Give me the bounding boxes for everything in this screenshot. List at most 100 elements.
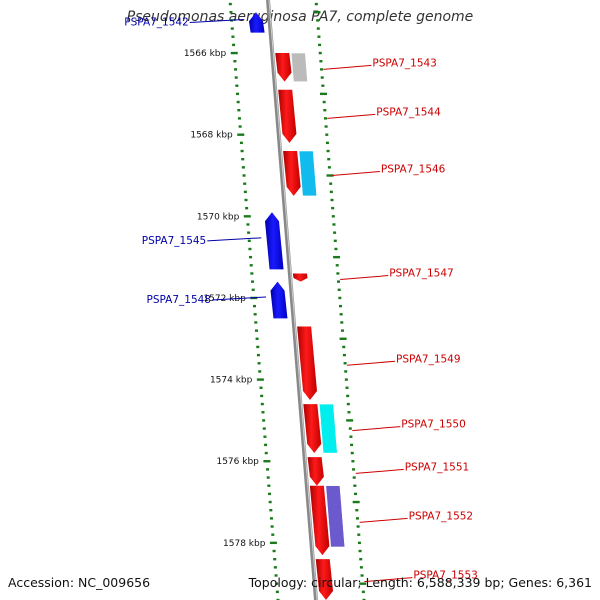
gene-arrow[interactable] xyxy=(307,457,324,486)
scale-tick-left xyxy=(273,566,277,569)
gene-layer xyxy=(248,12,333,600)
gene-label[interactable]: PSPA7_1550 xyxy=(401,419,466,431)
scale-tick-right xyxy=(339,337,347,340)
scale-tick-right xyxy=(360,574,364,577)
scale-tick-left xyxy=(243,215,251,218)
scale-tick-left xyxy=(233,60,237,63)
scale-tick-right xyxy=(320,68,324,71)
scale-tick-right xyxy=(316,27,320,30)
gene-arrow[interactable] xyxy=(303,404,322,454)
gene-arrow[interactable] xyxy=(292,273,308,282)
scale-tick-right xyxy=(355,517,359,520)
scale-tick-left xyxy=(269,509,273,512)
scale-tick-left xyxy=(241,157,245,161)
scale-tick-right xyxy=(336,272,340,275)
scale-tick-left xyxy=(228,2,232,6)
scale-tick-left xyxy=(256,378,264,381)
gene-arrow[interactable] xyxy=(264,212,284,270)
gene-arrow[interactable] xyxy=(309,485,330,556)
gene-arrow[interactable] xyxy=(315,559,333,600)
scale-tick-right xyxy=(333,255,341,259)
scale-tick-left xyxy=(234,76,238,79)
scale-label: 1576 kbp xyxy=(216,457,259,467)
scale-tick-left xyxy=(251,288,255,291)
scale-tick-left xyxy=(237,133,245,136)
scale-tick-right xyxy=(352,476,356,479)
scale-tick-right xyxy=(331,206,335,210)
gene-label[interactable]: PSPA7_1542 xyxy=(124,16,189,28)
gene-label-leader xyxy=(323,64,372,70)
scale-tick-left xyxy=(241,166,245,169)
scale-tick-right xyxy=(355,509,359,512)
gene-label[interactable]: PSPA7_1547 xyxy=(389,268,454,280)
scale-tick-right xyxy=(346,394,350,398)
scale-tick-right xyxy=(325,141,329,145)
scale-tick-right xyxy=(344,370,348,373)
gene-arrow[interactable] xyxy=(278,89,297,143)
scale-tick-right xyxy=(346,402,350,406)
scale-tick-right xyxy=(333,231,337,234)
scale-tick-right xyxy=(352,468,356,471)
scale-tick-left xyxy=(234,68,238,71)
gene-label[interactable]: PSPA7_1544 xyxy=(376,106,441,118)
gene-label[interactable]: PSPA7_1545 xyxy=(142,235,207,247)
scale-tick-right xyxy=(359,566,363,569)
gene-arrow[interactable] xyxy=(275,53,292,82)
scale-tick-right xyxy=(323,109,327,112)
gene-label[interactable]: PSPA7_1551 xyxy=(405,461,470,473)
scale-tick-right xyxy=(332,223,336,226)
scale-tick-left xyxy=(271,533,275,536)
scale-tick-right xyxy=(338,304,342,308)
scale-tick-left xyxy=(237,109,241,112)
gene-arrow[interactable] xyxy=(248,12,265,33)
gene-label[interactable]: PSPA7_1548 xyxy=(147,294,212,306)
cds-feature xyxy=(290,52,308,82)
gene-label[interactable]: PSPA7_1549 xyxy=(396,353,461,365)
gene-label[interactable]: PSPA7_1543 xyxy=(372,57,437,69)
scale-tick-left xyxy=(232,43,236,47)
accession-label: Accession: NC_009656 xyxy=(8,575,151,590)
gene-label-leader xyxy=(359,517,408,523)
topology-label: Topology: circular; Length: 6,588,339 bp… xyxy=(248,575,592,590)
scale-tick-right xyxy=(340,321,344,324)
scale-tick-left xyxy=(270,525,274,528)
scale-tick-left xyxy=(275,582,279,585)
gene-label-leader xyxy=(211,296,267,301)
scale-tick-right xyxy=(333,239,337,243)
gene-arrow[interactable] xyxy=(283,151,301,196)
scale-tick-left xyxy=(245,206,249,210)
scale-tick-right xyxy=(313,11,321,14)
scale-tick-left xyxy=(243,190,247,194)
gene-arrow[interactable] xyxy=(270,281,288,319)
scale-tick-right xyxy=(354,492,358,496)
scale-tick-left xyxy=(247,231,251,234)
scale-tick-right xyxy=(359,557,363,561)
scale-tick-right xyxy=(334,247,338,251)
gene-arrow[interactable] xyxy=(297,326,317,400)
scale-tick-left xyxy=(252,304,256,308)
scale-tick-left xyxy=(255,337,259,340)
scale-tick-left xyxy=(230,51,238,55)
scale-tick-left xyxy=(264,451,268,455)
scale-tick-left xyxy=(242,174,246,177)
scale-tick-right xyxy=(330,198,334,202)
scale-tick-left xyxy=(251,280,255,283)
label-layer: PSPA7_1542 PSPA7_1543 PSPA7_1544 PSPA7_1546… xyxy=(124,16,478,583)
scale-tick-left xyxy=(268,500,272,504)
gene-label[interactable]: PSPA7_1546 xyxy=(381,163,446,175)
scale-tick-right xyxy=(314,2,318,6)
scale-tick-right xyxy=(335,264,339,267)
scale-tick-left xyxy=(263,435,267,438)
backbone-line xyxy=(266,0,318,600)
gene-label[interactable]: PSPA7_1552 xyxy=(409,510,474,522)
scale-tick-right xyxy=(350,443,354,447)
gene-label[interactable]: PSPA7_1553 xyxy=(413,570,478,582)
scale-tick-left xyxy=(273,557,277,561)
gene-label-leader xyxy=(340,275,389,281)
scale-tick-right xyxy=(323,117,327,120)
scale-tick-right xyxy=(318,43,322,47)
scale-tick-right xyxy=(353,484,357,487)
scale-tick-right xyxy=(340,329,344,332)
scale-tick-left xyxy=(249,255,253,259)
